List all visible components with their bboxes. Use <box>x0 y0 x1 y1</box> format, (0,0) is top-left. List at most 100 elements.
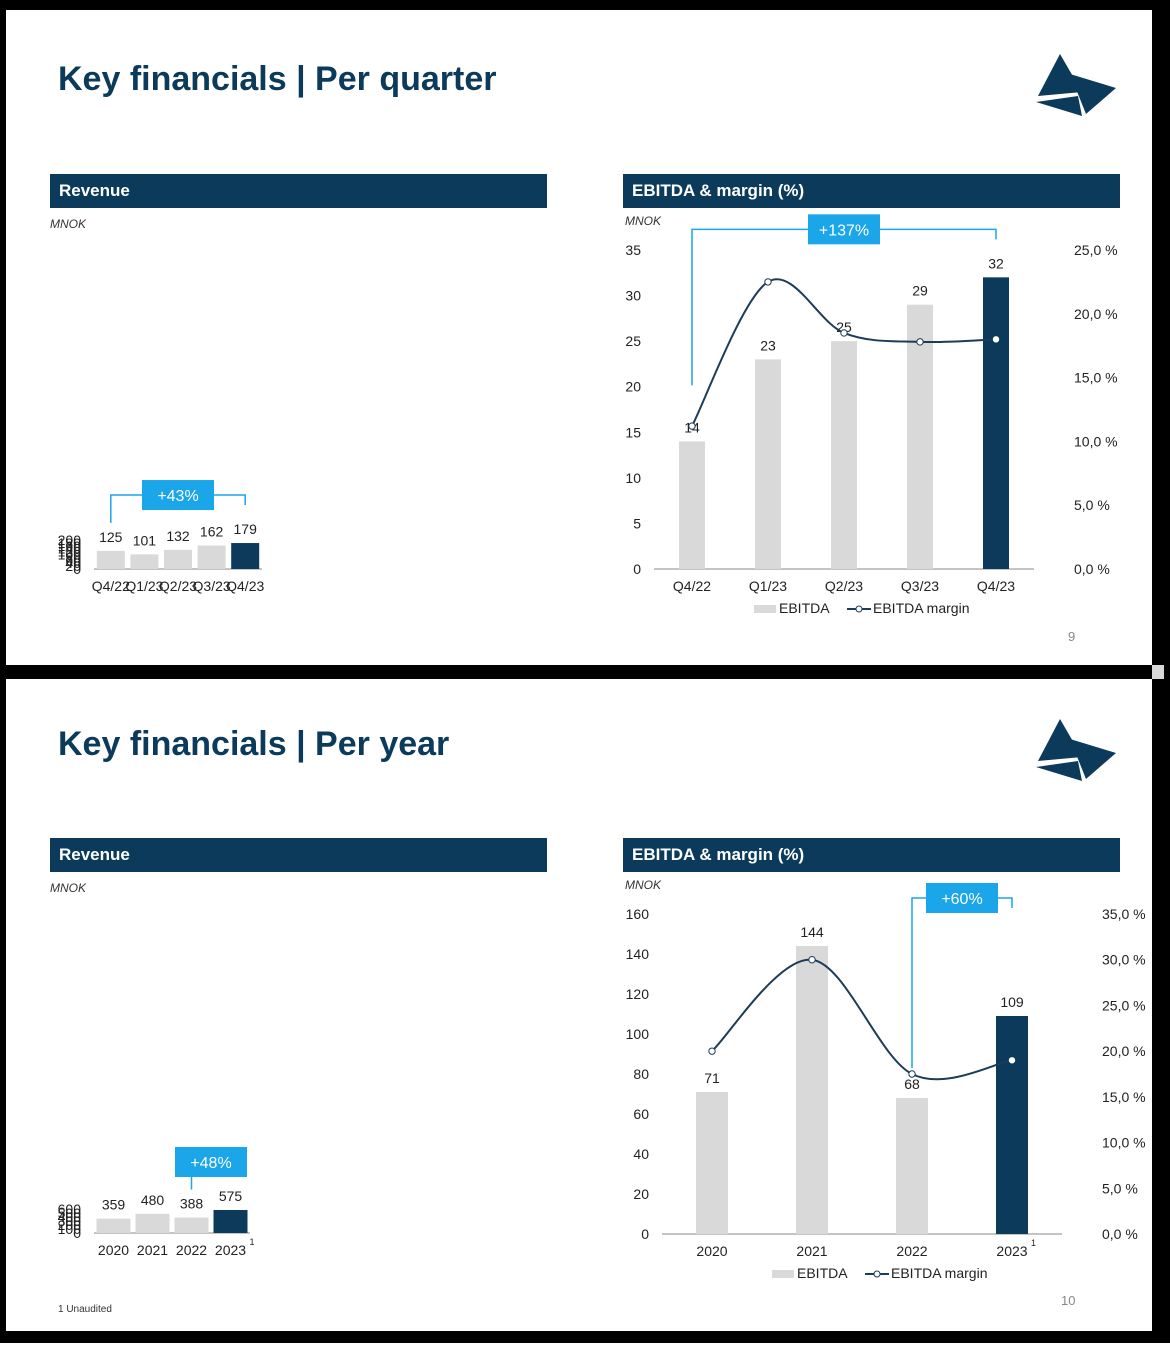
y-tick-label: 40 <box>65 555 81 571</box>
ebitda-panel-header: EBITDA & margin (%) <box>623 174 1120 208</box>
legend-bar-swatch <box>754 605 776 613</box>
y-tick-label: 200 <box>58 1217 82 1233</box>
x-tick-label: Q4/22 <box>92 578 130 594</box>
bar <box>197 545 226 569</box>
y2-tick-label: 10,0 % <box>1102 1135 1146 1151</box>
bar <box>96 1218 131 1233</box>
legend-bar-swatch <box>772 1270 794 1278</box>
quarterly-ebitda-chart: 0 5 10 15 20 25 30 35 0,0 % 5,0 % 10,0 % 15,0 % 20,0… <box>625 214 1118 616</box>
y-tick-label: 160 <box>58 538 82 554</box>
bar <box>831 341 857 569</box>
x-tick-label: Q1/23 <box>125 578 163 594</box>
x-tick-superscript: 1 <box>250 1237 255 1247</box>
y2-tick-label: 5,0 % <box>1102 1180 1138 1196</box>
y-tick-label: 20 <box>625 379 641 395</box>
bar-value-label: 109 <box>1000 994 1024 1010</box>
y-tick-label: 140 <box>58 541 82 557</box>
ebitda-unit-label: MNOK <box>625 214 661 228</box>
bar <box>907 304 933 569</box>
bar-value-label: 162 <box>200 524 224 540</box>
y-tick-label: 0 <box>641 1226 649 1242</box>
y-tick-label: 160 <box>626 906 650 922</box>
ebitda-margin-point <box>992 336 1000 343</box>
y2-tick-label: 0,0 % <box>1074 561 1110 577</box>
x-tick-label: Q2/23 <box>825 578 863 594</box>
revenue-panel-header: Revenue <box>50 838 547 872</box>
callout-label: +43% <box>157 488 198 505</box>
y-tick-label: 100 <box>58 547 82 563</box>
page-number: 9 <box>1068 629 1076 644</box>
x-tick-label: Q4/23 <box>226 578 264 594</box>
y2-tick-label: 10,0 % <box>1074 433 1118 449</box>
callout-label: +60% <box>941 891 982 908</box>
y-tick-label: 10 <box>625 470 641 486</box>
y2-tick-label: 20,0 % <box>1074 306 1118 322</box>
y-tick-label: 0 <box>73 561 81 577</box>
x-tick-label: 2023 <box>215 1242 246 1258</box>
bar-value-label: 359 <box>102 1197 126 1213</box>
bar <box>996 1016 1028 1234</box>
y2-tick-label: 15,0 % <box>1074 370 1118 386</box>
bar-value-label: 68 <box>904 1076 920 1092</box>
ebitda-margin-point <box>840 329 848 337</box>
slide-per-quarter: Key financials | Per quarter Revenue MNO… <box>6 10 1152 665</box>
page-number: 10 <box>1061 1293 1076 1308</box>
ebitda-margin-point <box>688 422 696 430</box>
next-slide-edge <box>0 1343 1170 1357</box>
y-tick-label: 20 <box>633 1186 649 1202</box>
y-tick-label: 30 <box>625 288 641 304</box>
ebitda-margin-point <box>808 956 816 964</box>
callout-label: +137% <box>819 222 869 239</box>
callout-label: +48% <box>190 1155 231 1172</box>
y2-tick-label: 20,0 % <box>1102 1043 1146 1059</box>
y-tick-label: 0 <box>73 1225 81 1241</box>
ebitda-unit-label: MNOK <box>625 878 661 892</box>
x-tick-label: 2021 <box>796 1243 827 1259</box>
bar <box>130 554 159 569</box>
y2-tick-label: 25,0 % <box>1102 997 1146 1013</box>
y2-tick-label: 30,0 % <box>1102 952 1146 968</box>
bar <box>896 1098 928 1234</box>
x-tick-label: Q3/23 <box>193 578 231 594</box>
y2-tick-label: 5,0 % <box>1074 497 1110 513</box>
x-tick-label: 2021 <box>137 1242 168 1258</box>
ebitda-margin-line <box>691 278 997 427</box>
y-tick-label: 600 <box>58 1201 82 1217</box>
bar-value-label: 179 <box>234 521 258 537</box>
ebitda-margin-point <box>1008 1057 1016 1064</box>
slide-divider-edge <box>1152 665 1164 679</box>
y-tick-label: 0 <box>633 561 641 577</box>
bar <box>679 441 705 569</box>
callout-badge <box>175 1147 247 1177</box>
ebitda-margin-line <box>711 958 1013 1081</box>
bar <box>135 1213 170 1233</box>
y2-tick-label: 35,0 % <box>1102 906 1146 922</box>
bar-value-label: 388 <box>180 1195 204 1211</box>
y-tick-label: 80 <box>65 549 81 565</box>
bar-value-label: 101 <box>133 532 157 548</box>
x-tick-label: 2020 <box>98 1242 129 1258</box>
y-tick-label: 25 <box>625 333 641 349</box>
legend-bar-label: EBITDA <box>797 1265 848 1281</box>
x-tick-label: 2020 <box>696 1243 727 1259</box>
x-tick-label: 2022 <box>176 1242 207 1258</box>
x-tick-label: Q4/22 <box>673 578 711 594</box>
bar <box>983 277 1009 569</box>
legend-bar-label: EBITDA <box>779 600 830 616</box>
slide-per-year: Key financials | Per year Revenue MNOK 0… <box>6 679 1152 1331</box>
callout-badge <box>142 480 214 511</box>
x-tick-label: 2022 <box>896 1243 927 1259</box>
x-tick-label: Q3/23 <box>901 578 939 594</box>
y2-tick-label: 0,0 % <box>1102 1226 1138 1242</box>
y-tick-label: 5 <box>633 515 641 531</box>
bar-value-label: 575 <box>219 1188 243 1204</box>
ebitda-panel-header: EBITDA & margin (%) <box>623 838 1120 872</box>
y-tick-label: 100 <box>58 1221 82 1237</box>
bar <box>164 549 192 569</box>
bar-value-label: 32 <box>988 255 1004 271</box>
bar <box>96 550 125 569</box>
x-tick-label: Q1/23 <box>749 578 787 594</box>
callout-badge <box>808 214 880 245</box>
bar-value-label: 132 <box>166 528 190 544</box>
